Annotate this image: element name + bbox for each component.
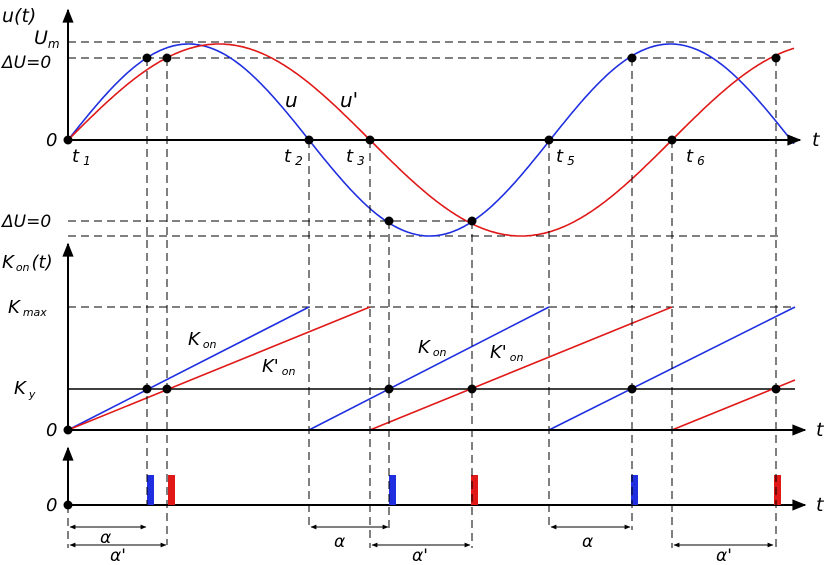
dot-up-du0-2 — [771, 53, 781, 63]
dot-u-du0-2 — [627, 53, 637, 63]
u-prime-curve-label: u' — [340, 88, 358, 112]
red-pulse-2 — [471, 475, 478, 505]
kon-prime-label-1: K' on — [262, 356, 295, 378]
middle-zero-label: 0 — [46, 420, 57, 441]
alpha-label-2: α — [334, 532, 345, 552]
middle-x-label: t — [816, 419, 825, 441]
dot-t5 — [544, 135, 554, 145]
bottom-zero-label: 0 — [46, 495, 57, 516]
dot-ky-4 — [467, 384, 477, 394]
dot-up-du0 — [162, 53, 172, 63]
alpha-prime-label-2: α' — [412, 546, 428, 565]
kon-ramp-2 — [308, 306, 550, 431]
dot-ky-6 — [771, 384, 781, 394]
dot-k-origin — [63, 425, 73, 435]
du0-neg-label: ΔU=0 — [0, 212, 51, 232]
top-y-label: u(t) — [2, 5, 36, 27]
kon-prime-ramp-2 — [369, 306, 673, 431]
red-pulse-3 — [774, 475, 781, 505]
connector-lines — [67, 58, 777, 548]
dot-ky-3 — [384, 384, 394, 394]
alpha-label-1: α — [100, 528, 111, 548]
red-pulse-1 — [168, 475, 175, 505]
blue-pulse-3 — [631, 475, 638, 505]
dot-t6 — [667, 135, 677, 145]
du0-label: ΔU=0 — [0, 53, 51, 73]
curve-u — [67, 43, 795, 237]
dot-u-du0 — [142, 53, 152, 63]
dot-ky-2 — [162, 384, 172, 394]
bottom-x-label: t — [816, 494, 825, 516]
dot-t1 — [63, 135, 73, 145]
blue-pulse-1 — [147, 475, 154, 505]
marker-dots — [63, 53, 781, 510]
alpha-prime-label-3: α' — [716, 546, 732, 565]
top-x-label: t — [812, 129, 821, 151]
dot-ky-5 — [627, 384, 637, 394]
kon-prime-label-2: K' on — [490, 342, 523, 364]
dot-up-neg — [467, 216, 477, 226]
dot-t2 — [304, 135, 314, 145]
u-curve-label: u — [285, 88, 298, 112]
top-zero-label: 0 — [46, 130, 57, 151]
dot-u-neg — [384, 216, 394, 226]
um-label: Um — [34, 27, 60, 51]
blue-pulse-2 — [389, 475, 396, 505]
pulse-panel: 0 t α α' α α' α α' — [46, 446, 825, 565]
dot-t3 — [365, 135, 375, 145]
kon-ramp-1 — [67, 306, 310, 431]
alpha-label-3: α — [582, 532, 593, 552]
dot-pulse-origin — [63, 500, 73, 510]
alpha-prime-label-1: α' — [110, 546, 126, 565]
dot-ky-1 — [142, 384, 152, 394]
kon-prime-ramp-1 — [67, 306, 371, 431]
